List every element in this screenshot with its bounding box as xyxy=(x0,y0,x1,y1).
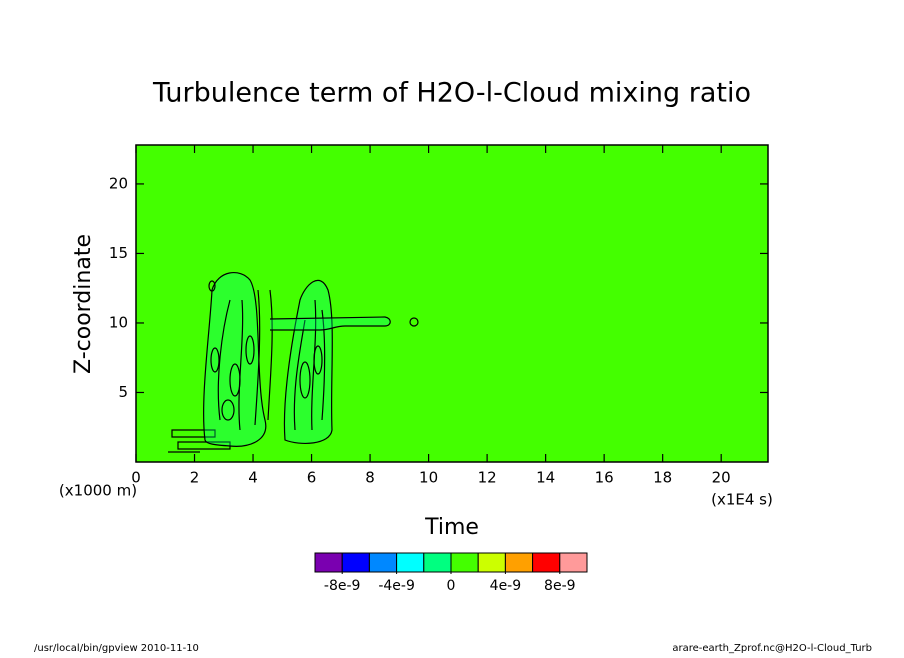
colorbar-swatch xyxy=(450,552,479,573)
contour xyxy=(210,347,220,373)
colorbar-swatch xyxy=(314,552,343,573)
plot-frame xyxy=(135,144,769,463)
contour xyxy=(221,399,235,421)
contour xyxy=(203,272,267,447)
colorbar-tick-label: -4e-9 xyxy=(378,578,415,594)
colorbar-swatch xyxy=(341,552,370,573)
colorbar-swatch xyxy=(396,552,425,573)
x-tick-label: 6 xyxy=(307,469,317,487)
x-tick-label: 14 xyxy=(536,469,555,487)
contour xyxy=(217,289,273,431)
x-tick-label: 4 xyxy=(248,469,258,487)
x-tick-label: 10 xyxy=(419,469,438,487)
x-tick-label: 12 xyxy=(478,469,497,487)
y-unit: (x1000 m) xyxy=(59,482,137,500)
contour xyxy=(299,361,311,399)
contour xyxy=(269,316,391,331)
contour xyxy=(245,335,255,365)
colorbar-tick-label: -8e-9 xyxy=(324,578,361,594)
footer-right: arare-earth_Zprof.nc@H2O-l-Cloud_Turb xyxy=(672,643,872,654)
y-tick-label: 20 xyxy=(109,174,128,192)
footer-left: /usr/local/bin/gpview 2010-11-10 xyxy=(34,643,199,654)
chart-title: Turbulence term of H2O-l-Cloud mixing ra… xyxy=(152,78,751,109)
colorbar-tick-label: 4e-9 xyxy=(490,578,521,594)
x-tick-label: 8 xyxy=(365,469,375,487)
colorbar-tick-label: 8e-9 xyxy=(544,578,575,594)
colorbar-swatch xyxy=(504,552,534,573)
contour xyxy=(283,279,333,445)
y-tick-label: 10 xyxy=(109,313,128,331)
x-unit: (x1E4 s) xyxy=(711,491,773,509)
x-tick-label: 20 xyxy=(712,469,731,487)
colorbar-swatch xyxy=(368,552,398,573)
contour xyxy=(313,345,323,375)
y-tick-label: 15 xyxy=(109,244,128,262)
colorbar-swatch xyxy=(532,552,561,573)
contours xyxy=(168,272,419,453)
contour xyxy=(409,317,419,327)
contour xyxy=(229,363,241,397)
colorbar-swatch xyxy=(559,552,588,573)
y-axis-label: Z-coordinate xyxy=(71,234,96,374)
x-tick-label: 2 xyxy=(190,469,200,487)
plot-field xyxy=(136,145,768,462)
contour xyxy=(168,429,231,453)
colorbar-tick-label: 0 xyxy=(447,578,456,594)
x-tick-label: 16 xyxy=(595,469,614,487)
x-axis-label: Time xyxy=(424,515,479,540)
colorbar-swatch xyxy=(477,552,506,573)
contour xyxy=(208,280,216,292)
y-tick-label: 5 xyxy=(118,383,128,401)
x-tick-label: 18 xyxy=(653,469,672,487)
colorbar-swatch xyxy=(423,552,452,573)
x-tick-label: 0 xyxy=(131,469,141,487)
